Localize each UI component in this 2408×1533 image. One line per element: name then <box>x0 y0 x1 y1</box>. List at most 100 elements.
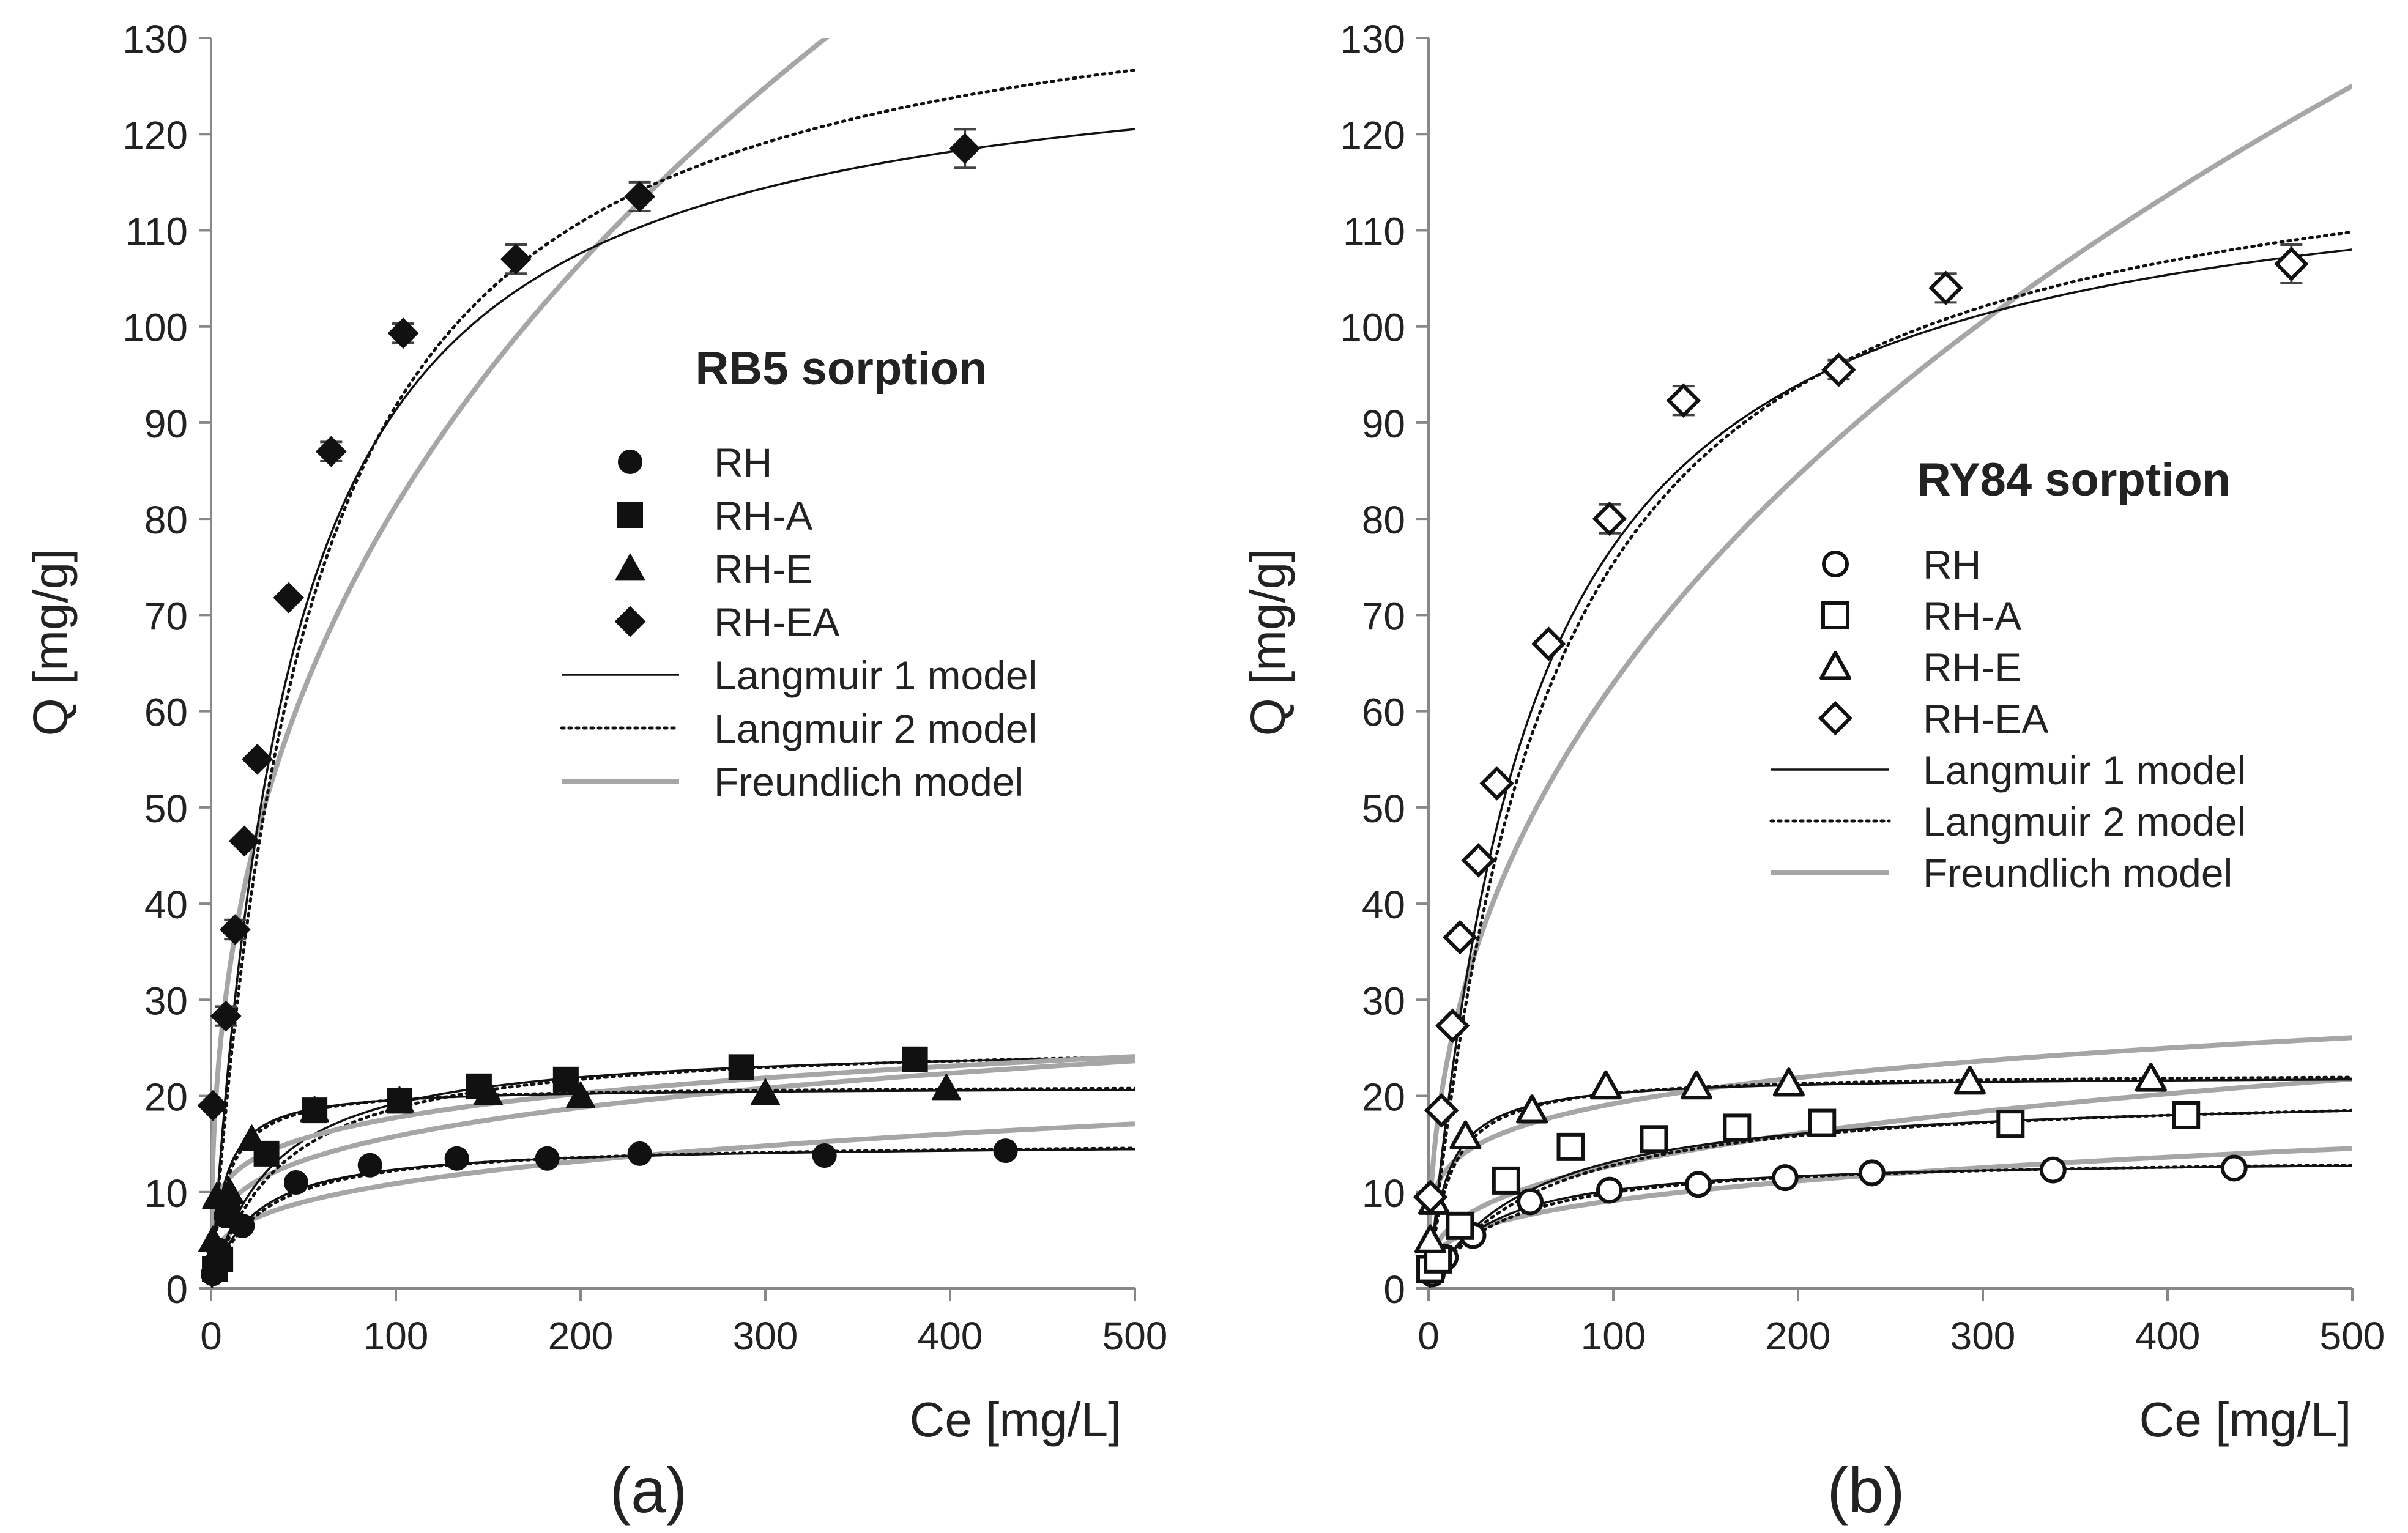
panel-b-x-tick-label: 400 <box>2135 1314 2201 1358</box>
panel-b-point-rh-ea <box>1435 1008 1470 1044</box>
panel-b-legend-marker <box>1818 700 1853 736</box>
panel-b-point-rh-ea <box>1424 1093 1459 1128</box>
panel-a-legend-label: RH <box>714 440 772 485</box>
panel-b-y-tick-label: 0 <box>1383 1268 1405 1312</box>
panel-a-point-rh <box>357 1153 382 1178</box>
panel-a-point-rh-ea <box>210 1000 242 1032</box>
panel-b-point-rh-ea <box>1821 352 1856 387</box>
panel-b-point-rh-ea <box>1443 919 1477 955</box>
panel-a-x-tick-label: 0 <box>200 1314 222 1358</box>
panel-b-x-tick-label: 0 <box>1418 1314 1440 1358</box>
panel-b-point-rh-a <box>1640 1125 1668 1154</box>
panel-b-point-rh <box>2039 1156 2067 1184</box>
panel-a-legend-marker <box>617 502 643 528</box>
panel-b-legend-item: RH-A <box>1821 593 2021 639</box>
panel-a-axes: 0 10 20 30 40 50 60 70 80 90 100 110 120 130 0 100 200 30… <box>122 17 1167 1358</box>
panel-a-legend-label: Freundlich model <box>714 759 1024 804</box>
panel-a-point-rh-e <box>198 1225 228 1252</box>
panel-a-y-tick-label: 60 <box>144 691 188 735</box>
panel-a-legend-item: RH <box>618 440 772 485</box>
panel-a-point-rh-a <box>728 1054 754 1080</box>
panel-a-legend-label: RH-A <box>714 493 812 538</box>
panel-b-point-rh-ea <box>1531 626 1566 661</box>
panel-b-axes: 0 10 20 30 40 50 60 70 80 90 100 110 120 130 0 100 200 30… <box>1340 17 2385 1358</box>
panel-b-point-rh <box>1596 1176 1623 1204</box>
panel-b-point-rh-a <box>1723 1113 1752 1142</box>
panel-b-legend-label: RH-A <box>1923 593 2021 639</box>
panel-b-y-tick-label: 100 <box>1340 306 1405 350</box>
panel-a-point-rh-e <box>385 1086 415 1113</box>
panel-b-point-rh-ea <box>2274 247 2309 281</box>
panel-b-point-rh-ea <box>1666 383 1701 418</box>
panel-b-freundlich-curve-rh-ea <box>1429 83 2352 1287</box>
panel-b-legend-label: RH <box>1923 542 1981 587</box>
panel-a-point-rh-e <box>237 1124 267 1151</box>
panel-b-title: RY84 sorption <box>1917 454 2231 506</box>
panel-a-y-tick-label: 130 <box>122 17 188 61</box>
panel-b-point-rh-e <box>1414 1224 1447 1253</box>
panel-a-point-rh <box>993 1138 1018 1164</box>
panel-a-point-rh <box>444 1146 469 1171</box>
panel-b-y-tick-label: 70 <box>1362 594 1405 638</box>
panel-b-point-rh-ea <box>1461 843 1496 878</box>
panel-a-y-tick-label: 0 <box>166 1268 188 1312</box>
panel-b-point-rh <box>1858 1159 1886 1187</box>
panel-b-legend: RH RH-A RH-E RH-EA Langmuir 1 model Langmuir … <box>1769 542 2246 896</box>
panel-b-y-tick-label: 80 <box>1362 498 1405 542</box>
panel-a-point-rh-ea <box>624 181 656 212</box>
panel-a-point-rh <box>283 1170 308 1195</box>
panel-b-panel-label: (b) <box>1827 1455 1904 1526</box>
panel-a-y-tick-label: 20 <box>144 1075 188 1119</box>
panel-a-y-tick-label: 70 <box>144 594 188 638</box>
panel-a-legend-label: RH-E <box>714 546 812 592</box>
panel-a-langmuir1-curve-rh-ea <box>211 128 1135 1288</box>
panel-a-legend-item: Langmuir 1 model <box>562 653 1037 698</box>
panel-b-point-rh-a <box>2172 1101 2201 1129</box>
panel-a-y-tick-label: 30 <box>144 979 188 1023</box>
panel-a-point-rh-ea <box>387 317 419 349</box>
panel-b-y-axis-label: Q [mg/g] <box>1241 549 1295 737</box>
panel-b-point-rh-a <box>1446 1211 1474 1240</box>
panel-a-point-rh-ea <box>197 1089 229 1121</box>
panel-b-point-rh-ea <box>1592 501 1627 536</box>
panel-b-legend-marker <box>1822 551 1849 577</box>
panel-b-legend-label: RH-E <box>1923 645 2021 690</box>
panel-a-legend-item: RH-EA <box>614 599 839 645</box>
panel-a-point-rh-ea <box>219 914 251 945</box>
panel-a-legend-item: Langmuir 2 model <box>560 706 1037 751</box>
panel-a-point-rh-e <box>931 1073 961 1101</box>
panel-a-y-tick-label: 110 <box>125 209 188 253</box>
panel-b-point-rh-ea <box>1928 270 1963 306</box>
panel-b-point-rh-e <box>1516 1094 1548 1124</box>
panel-b-point-rh-e <box>1680 1070 1712 1100</box>
panel-a-y-tick-label: 100 <box>122 306 188 350</box>
panel-a-legend-marker <box>618 450 642 474</box>
panel-b-point-rh-a <box>1996 1110 2025 1138</box>
panel-b-y-tick-label: 120 <box>1340 113 1405 157</box>
panel-b-legend-item: RH-E <box>1819 645 2021 690</box>
panel-b-x-tick-label: 100 <box>1581 1314 1646 1358</box>
panel-b-point-rh <box>1684 1171 1712 1198</box>
panel-a-point-rh <box>812 1143 837 1168</box>
panel-b-legend-item: RH-EA <box>1818 696 2048 741</box>
panel-b-legend-marker <box>1819 651 1851 680</box>
panel-a-panel-label: (a) <box>609 1455 687 1526</box>
panel-a-x-tick-label: 200 <box>548 1314 614 1358</box>
panel-a-legend-label: Langmuir 1 model <box>714 653 1037 698</box>
panel-a-point-rh-e <box>215 1177 245 1204</box>
panel-a-point-rh-ea <box>315 436 347 467</box>
panel-a-point-rh-ea <box>228 825 260 857</box>
panel-a-title: RB5 sorption <box>695 343 987 395</box>
panel-b-freundlich-curve-rh-e <box>1429 1035 2352 1275</box>
panel-a-legend-marker <box>615 554 645 581</box>
panel-b-legend-item: Langmuir 1 model <box>1771 748 2246 793</box>
panel-a-legend: RH RH-A RH-E RH-EA Langmuir 1 model Langmuir … <box>560 440 1037 804</box>
panel-b-x-tick-label: 200 <box>1766 1314 1831 1358</box>
panel-b-y-tick-label: 110 <box>1343 209 1405 253</box>
panel-a-legend-label: RH-EA <box>714 599 839 645</box>
panel-a-x-tick-label: 400 <box>918 1314 983 1358</box>
panel-a-data-points <box>197 128 1018 1286</box>
panel-a-y-tick-label: 10 <box>144 1171 188 1216</box>
